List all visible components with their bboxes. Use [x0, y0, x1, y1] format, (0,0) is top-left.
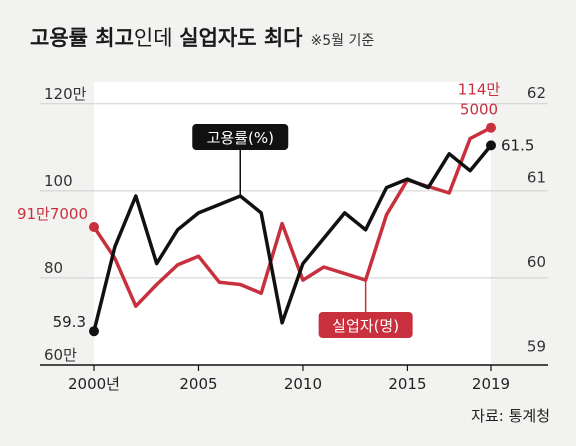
unemployed-series-name: 실업자(명) — [332, 317, 399, 335]
title-bold-part2: 실업자도 최다 — [179, 26, 303, 50]
title-light-part: 인데 — [133, 26, 173, 50]
employment-end-marker — [486, 140, 496, 151]
unemployed-series-badge — [318, 312, 413, 338]
left-axis-tick-label: 100 — [44, 172, 73, 190]
employment-start-label: 59.3 — [53, 313, 86, 331]
x-axis-tick-label: 2015 — [388, 375, 426, 393]
right-axis-tick-label: 62 — [527, 84, 546, 102]
employment-start-marker — [89, 326, 99, 337]
unemployed-end-label-line2: 5000 — [460, 101, 498, 119]
employment-end-label: 61.5 — [501, 136, 534, 154]
title-note: ※5월 기준 — [310, 33, 375, 49]
chart-title: 고용률 최고인데 실업자도 최다 ※5월 기준 — [30, 22, 374, 52]
employment-series-name: 고용률(%) — [207, 129, 274, 147]
unemployed-end-marker — [486, 122, 496, 133]
unemployed-start-label: 91만7000 — [17, 205, 88, 223]
left-axis-tick-label: 60만 — [44, 346, 77, 364]
employment-series-badge — [192, 124, 289, 150]
series-line-employment-rate — [92, 144, 493, 332]
unemployed-end-label-line1: 114만 — [458, 81, 501, 99]
left-axis-tick-label: 120만 — [44, 85, 87, 103]
plot-background — [94, 82, 491, 365]
source-note: 자료: 통계청 — [471, 407, 550, 425]
right-axis-tick-label: 59 — [527, 338, 546, 356]
right-axis-tick-label: 61 — [527, 169, 546, 187]
x-axis-tick-label: 2010 — [284, 375, 322, 393]
unemployed-start-marker — [89, 221, 99, 232]
x-axis-tick-label: 2005 — [179, 375, 217, 393]
right-axis-tick-label: 60 — [527, 253, 546, 271]
title-bold-part1: 고용률 최고 — [30, 26, 134, 50]
x-axis-tick-label: 2019 — [472, 375, 510, 393]
left-axis-tick-label: 80 — [44, 259, 63, 277]
x-axis-tick-label: 2000년 — [68, 375, 120, 393]
